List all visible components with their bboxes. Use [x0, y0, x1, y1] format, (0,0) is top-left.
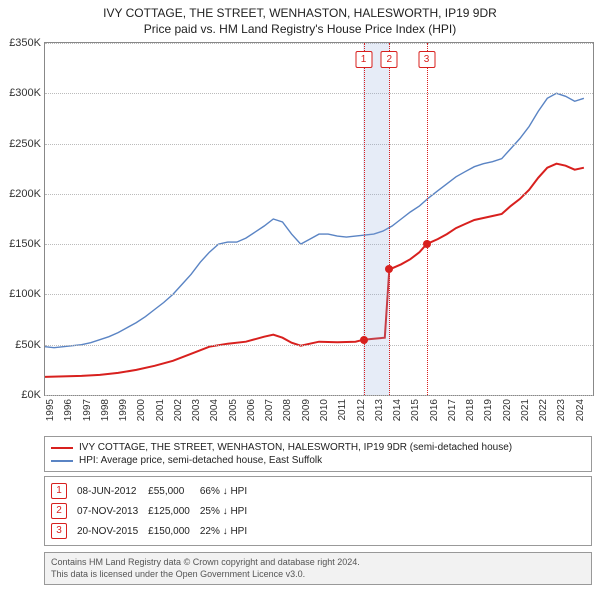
- x-tick-label: 2000: [136, 399, 147, 421]
- chart-title-line1: IVY COTTAGE, THE STREET, WENHASTON, HALE…: [8, 6, 592, 20]
- sales-delta: 22% ↓ HPI: [200, 521, 257, 541]
- y-tick-label: £350K: [9, 37, 41, 49]
- gridline-h: [45, 395, 593, 396]
- x-tick-label: 1995: [45, 399, 56, 421]
- x-tick-label: 2004: [209, 399, 220, 421]
- sales-date: 08-JUN-2012: [77, 481, 148, 501]
- sales-date: 07-NOV-2013: [77, 501, 148, 521]
- x-tick-label: 1998: [100, 399, 111, 421]
- x-tick-label: 2014: [392, 399, 403, 421]
- x-tick-label: 2017: [447, 399, 458, 421]
- x-tick-label: 1996: [63, 399, 74, 421]
- line-hpi: [45, 93, 584, 347]
- sales-price: £55,000: [148, 481, 200, 501]
- plot-svg: [45, 43, 593, 395]
- x-tick-label: 2019: [483, 399, 494, 421]
- sales-marker-icon: 3: [51, 523, 67, 539]
- sale-marker-label: 3: [418, 51, 435, 68]
- sale-marker-label: 1: [355, 51, 372, 68]
- y-tick-label: £300K: [9, 87, 41, 99]
- x-tick-label: 2001: [155, 399, 166, 421]
- y-tick-label: £200K: [9, 188, 41, 200]
- x-tick-label: 2015: [410, 399, 421, 421]
- x-tick-label: 2009: [301, 399, 312, 421]
- sales-price: £125,000: [148, 501, 200, 521]
- x-tick-label: 2011: [337, 399, 348, 421]
- legend-label: HPI: Average price, semi-detached house,…: [79, 455, 322, 466]
- y-tick-label: £50K: [15, 339, 41, 351]
- x-tick-label: 2003: [191, 399, 202, 421]
- sales-date: 20-NOV-2015: [77, 521, 148, 541]
- x-tick-label: 2013: [374, 399, 385, 421]
- footer-line1: Contains HM Land Registry data © Crown c…: [51, 557, 585, 569]
- plot-area: £0K£50K£100K£150K£200K£250K£300K£350K199…: [44, 42, 594, 396]
- legend-item: IVY COTTAGE, THE STREET, WENHASTON, HALE…: [51, 441, 585, 454]
- x-tick-label: 2021: [520, 399, 531, 421]
- sales-marker-icon: 1: [51, 483, 67, 499]
- y-tick-label: £150K: [9, 238, 41, 250]
- sales-delta: 25% ↓ HPI: [200, 501, 257, 521]
- footer-line2: This data is licensed under the Open Gov…: [51, 569, 585, 581]
- x-tick-label: 2020: [502, 399, 513, 421]
- gridline-h: [45, 194, 593, 195]
- x-tick-label: 2005: [228, 399, 239, 421]
- sale-vline: [427, 43, 428, 395]
- sale-vline: [389, 43, 390, 395]
- shaded-region: [363, 43, 390, 395]
- gridline-h: [45, 294, 593, 295]
- y-tick-label: £250K: [9, 138, 41, 150]
- gridline-h: [45, 93, 593, 94]
- sales-row: 3 20-NOV-2015£150,00022% ↓ HPI: [51, 521, 257, 541]
- legend-item: HPI: Average price, semi-detached house,…: [51, 454, 585, 467]
- gridline-h: [45, 43, 593, 44]
- x-tick-label: 2018: [465, 399, 476, 421]
- x-tick-label: 2008: [282, 399, 293, 421]
- sales-row: 2 07-NOV-2013£125,00025% ↓ HPI: [51, 501, 257, 521]
- y-tick-label: £100K: [9, 288, 41, 300]
- x-tick-label: 2006: [246, 399, 257, 421]
- legend-box: IVY COTTAGE, THE STREET, WENHASTON, HALE…: [44, 436, 592, 472]
- chart-title-line2: Price paid vs. HM Land Registry's House …: [8, 22, 592, 36]
- y-tick-label: £0K: [21, 389, 41, 401]
- sales-row: 1 08-JUN-2012£55,00066% ↓ HPI: [51, 481, 257, 501]
- x-tick-label: 2024: [575, 399, 586, 421]
- sales-price: £150,000: [148, 521, 200, 541]
- x-tick-label: 1999: [118, 399, 129, 421]
- sale-dot: [360, 336, 368, 344]
- sales-table: 1 08-JUN-2012£55,00066% ↓ HPI 2 07-NOV-2013…: [44, 476, 592, 546]
- x-tick-label: 2023: [556, 399, 567, 421]
- sales-delta: 66% ↓ HPI: [200, 481, 257, 501]
- legend-label: IVY COTTAGE, THE STREET, WENHASTON, HALE…: [79, 442, 512, 453]
- gridline-h: [45, 345, 593, 346]
- legend-swatch: [51, 447, 73, 449]
- sales-marker-icon: 2: [51, 503, 67, 519]
- sale-dot: [385, 265, 393, 273]
- sale-dot: [423, 240, 431, 248]
- sale-marker-label: 2: [381, 51, 398, 68]
- x-tick-label: 2012: [356, 399, 367, 421]
- gridline-h: [45, 244, 593, 245]
- x-tick-label: 2022: [538, 399, 549, 421]
- x-tick-label: 2010: [319, 399, 330, 421]
- chart-container: IVY COTTAGE, THE STREET, WENHASTON, HALE…: [0, 0, 600, 590]
- x-tick-label: 1997: [82, 399, 93, 421]
- x-tick-label: 2016: [429, 399, 440, 421]
- attribution-footer: Contains HM Land Registry data © Crown c…: [44, 552, 592, 585]
- gridline-h: [45, 144, 593, 145]
- x-tick-label: 2007: [264, 399, 275, 421]
- legend-swatch: [51, 460, 73, 462]
- x-tick-label: 2002: [173, 399, 184, 421]
